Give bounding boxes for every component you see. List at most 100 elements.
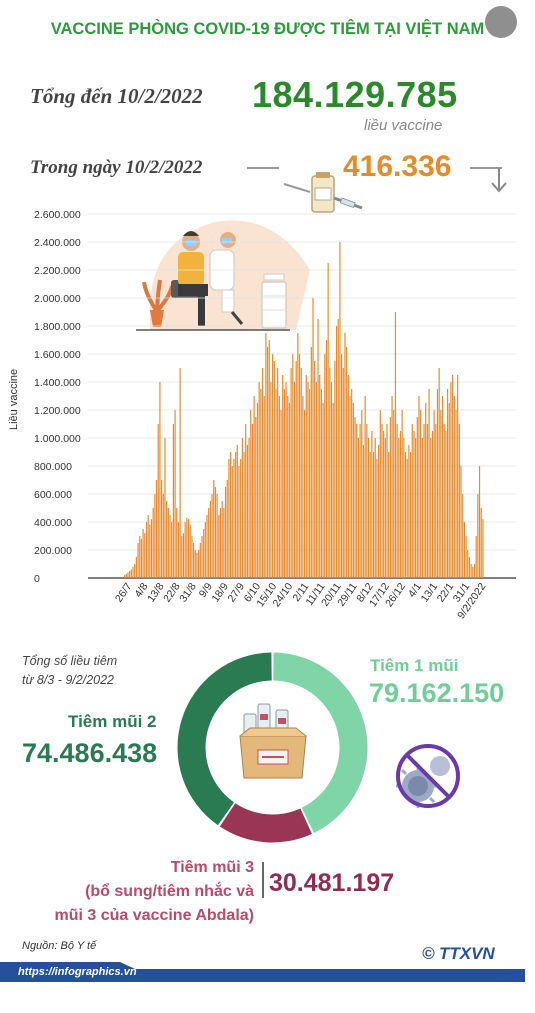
bar	[204, 522, 206, 578]
bar	[404, 452, 407, 578]
y-tick-label: 2.200.000	[34, 265, 81, 277]
bar	[330, 382, 333, 578]
bar	[219, 508, 222, 578]
bar	[446, 389, 449, 578]
bar	[263, 396, 265, 578]
bar	[460, 466, 462, 578]
bar	[399, 431, 402, 578]
bar	[179, 368, 181, 578]
copyright-symbol: ©	[422, 944, 435, 963]
bar	[216, 494, 218, 578]
bar	[184, 522, 186, 578]
vaccine-box-icon	[239, 703, 307, 779]
bar	[327, 263, 329, 578]
bar	[448, 403, 450, 578]
bar	[142, 529, 144, 578]
bar	[352, 403, 354, 578]
y-tick-label: 800.000	[34, 461, 72, 473]
bar	[137, 543, 139, 578]
bar	[283, 389, 285, 578]
bar	[425, 403, 427, 578]
dose1-label: Tiêm 1 mũi	[370, 656, 459, 675]
bar	[477, 494, 479, 578]
bar	[468, 557, 471, 578]
bar	[341, 354, 343, 578]
bar	[450, 382, 452, 578]
bar	[401, 410, 403, 578]
vaccination-illustration	[136, 220, 310, 331]
bar	[354, 417, 356, 578]
bar	[324, 354, 326, 578]
bar	[462, 494, 464, 578]
no-virus-icon	[396, 744, 460, 808]
bar	[322, 403, 324, 578]
y-tick-label: 1.000.000	[34, 433, 81, 445]
bar	[145, 522, 148, 578]
bar	[245, 424, 247, 578]
bar	[251, 424, 254, 578]
bar	[433, 410, 435, 578]
bar	[129, 571, 131, 578]
bar	[374, 438, 376, 578]
bar	[415, 438, 417, 578]
bar	[423, 424, 425, 578]
bar	[292, 354, 294, 578]
bar	[364, 396, 366, 578]
trend-line	[470, 167, 502, 169]
bar	[443, 424, 445, 578]
bar	[246, 445, 248, 578]
bar	[357, 438, 360, 578]
bar	[164, 438, 166, 578]
bar	[344, 333, 346, 578]
bar	[282, 375, 284, 578]
bar	[167, 508, 169, 578]
bar	[445, 431, 447, 578]
bar	[309, 389, 311, 578]
bar	[335, 326, 338, 578]
bar	[349, 396, 351, 578]
bar	[391, 396, 393, 578]
share-icon[interactable]	[485, 6, 517, 38]
donut-segment-1	[273, 652, 368, 833]
bar	[182, 533, 185, 578]
source-credit: Nguồn: Bộ Y tế	[22, 940, 97, 952]
bar	[127, 572, 129, 578]
bar	[453, 396, 455, 578]
bar	[367, 438, 370, 578]
y-tick-label: 1.400.000	[34, 377, 81, 389]
dose3-label-line3: mũi 3 của vaccine Abdala)	[54, 907, 254, 924]
bar	[420, 410, 422, 578]
bar	[290, 368, 292, 578]
bar	[378, 445, 380, 578]
bar	[455, 410, 457, 578]
bar	[465, 536, 467, 578]
bar	[480, 508, 482, 578]
bar	[300, 368, 302, 578]
footer-url-link[interactable]: https://infographics.vn	[18, 966, 137, 978]
bar	[467, 550, 469, 578]
dose3-label-line1: Tiêm mũi 3	[170, 859, 254, 876]
bar	[408, 445, 410, 578]
dose3-value: 30.481.197	[269, 869, 395, 897]
y-tick-label: 2.600.000	[34, 209, 81, 221]
bar	[235, 452, 237, 578]
bar	[125, 573, 127, 578]
bar	[260, 389, 262, 578]
bar	[398, 438, 400, 578]
bar	[277, 368, 279, 578]
bar	[157, 424, 159, 578]
bar	[361, 410, 363, 578]
bar	[201, 536, 203, 578]
bar	[441, 396, 444, 578]
dose2-label: Tiêm mũi 2	[68, 712, 157, 731]
bar	[171, 522, 173, 578]
bar	[124, 575, 126, 578]
bar	[208, 508, 210, 578]
bar	[270, 382, 272, 578]
bar	[304, 410, 306, 578]
bar	[231, 466, 233, 578]
bar	[371, 431, 373, 578]
bar	[255, 417, 257, 578]
bar	[418, 396, 420, 578]
total-unit: liều vaccine	[364, 117, 443, 134]
